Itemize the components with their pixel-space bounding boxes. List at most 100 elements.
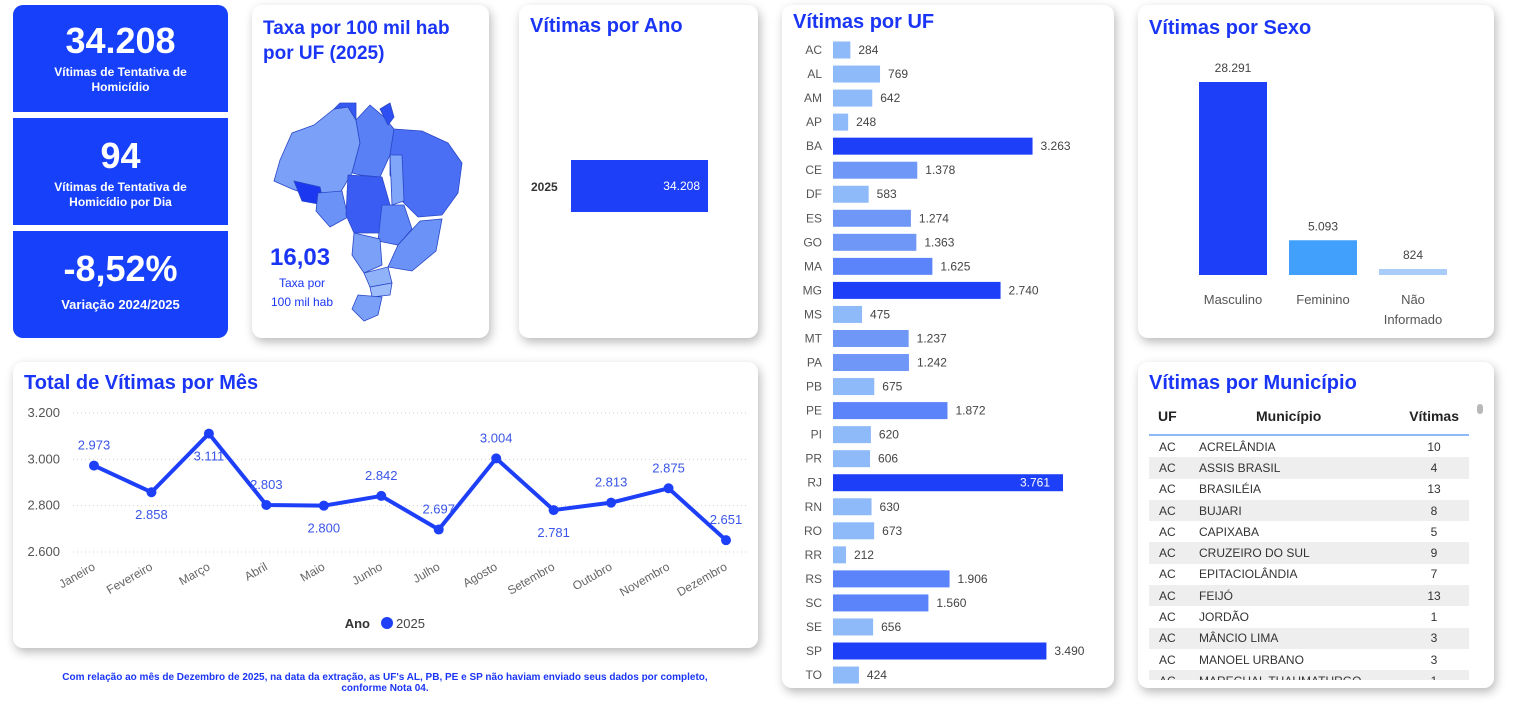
- uf-bar: [833, 474, 1063, 492]
- uf-data-label: 656: [881, 620, 901, 634]
- map-card: Taxa por 100 mil hab por UF (2025) 16,03…: [252, 5, 489, 338]
- mun-cell-v: 13: [1427, 482, 1441, 497]
- table-row[interactable]: AC MANOEL URBANO 3: [1149, 649, 1469, 670]
- uf-tick-label: PE: [806, 404, 822, 418]
- uf-data-label: 1.560: [936, 596, 966, 610]
- mun-cell-v: 10: [1427, 439, 1441, 454]
- uf-tick-label: PB: [806, 380, 822, 394]
- uf-bar: [833, 666, 859, 684]
- uf-tick-label: BA: [806, 139, 822, 153]
- uf-data-label: 630: [880, 500, 900, 514]
- mun-cell-v: 3: [1399, 627, 1469, 649]
- mun-cell-uf: AC: [1149, 670, 1189, 680]
- year-data-label: 34.208: [663, 179, 700, 193]
- mun-cell-mun: BRASILÉIA: [1199, 482, 1262, 497]
- uf-data-label: 1.906: [958, 572, 988, 586]
- mun-cell-mun: ASSIS BRASIL: [1189, 457, 1399, 479]
- mun-cell-uf: AC: [1149, 457, 1189, 479]
- sex-data-label: 824: [1403, 248, 1423, 262]
- month-data-label: 2.842: [365, 468, 398, 483]
- month-x-tick-label: Dezembro: [675, 559, 730, 599]
- kpi-victims-total: 34.208 Vítimas de Tentativa de Homicídio: [13, 5, 228, 112]
- table-row[interactable]: AC JORDÃO 1: [1149, 606, 1469, 627]
- map-region-pa: [351, 104, 395, 178]
- table-row[interactable]: AC ACRELÂNDIA 10: [1149, 436, 1469, 457]
- month-point: [433, 524, 444, 535]
- uf-data-label: 1.274: [919, 211, 949, 225]
- year-card: Vítimas por Ano 2025 34.208: [519, 5, 758, 338]
- month-x-tick-label: Outubro: [570, 559, 615, 593]
- kpi-value: 94: [100, 135, 141, 176]
- uf-data-label: 2.740: [1009, 283, 1039, 297]
- mun-cell-uf: AC: [1149, 627, 1189, 649]
- uf-data-label: 1.363: [924, 235, 954, 249]
- mun-col-vitimas[interactable]: Vítimas: [1409, 408, 1459, 424]
- uf-data-label: 642: [880, 91, 900, 105]
- month-data-label: 2.813: [595, 475, 628, 490]
- uf-data-label: 3.263: [1041, 139, 1071, 153]
- mun-table-scroll[interactable]: AC ACRELÂNDIA 10 AC ASSIS BRASIL 4 AC BRASILÉIA…: [1149, 436, 1469, 680]
- mun-scrollbar-thumb[interactable]: [1477, 404, 1483, 414]
- table-row[interactable]: AC MÂNCIO LIMA 3: [1149, 627, 1469, 649]
- month-data-label: 2.651: [710, 512, 743, 527]
- uf-bar: [833, 65, 881, 83]
- table-row[interactable]: AC BRASILÉIA 13: [1149, 479, 1469, 500]
- kpi-value: 34.208: [65, 20, 176, 61]
- uf-bar: [833, 329, 909, 347]
- mun-col-municipio[interactable]: Município: [1256, 408, 1322, 424]
- uf-tick-label: MS: [804, 307, 822, 321]
- map-rate-value: 16,03: [270, 244, 331, 271]
- brazil-map[interactable]: [252, 5, 489, 338]
- sex-card-title: Vítimas por Sexo: [1149, 17, 1312, 39]
- uf-tick-label: PI: [811, 428, 822, 442]
- mun-cell-v: 7: [1430, 567, 1438, 582]
- uf-bar: [833, 354, 909, 372]
- uf-tick-label: SC: [805, 596, 822, 610]
- mun-cell-mun: ACRELÂNDIA: [1199, 439, 1276, 454]
- uf-tick-label: CE: [805, 163, 822, 177]
- table-row[interactable]: AC EPITACIOLÂNDIA 7: [1149, 564, 1469, 585]
- mun-cell-v: 1: [1430, 610, 1438, 625]
- uf-tick-label: PA: [807, 356, 822, 370]
- mun-cell-mun: FEIJÓ: [1189, 585, 1399, 607]
- month-x-tick-label: Maio: [298, 559, 328, 584]
- table-row[interactable]: ACMARECHAL THAUMATURGO1: [1149, 670, 1469, 680]
- month-data-label: 2.800: [308, 521, 341, 536]
- uf-data-label: 769: [888, 67, 908, 81]
- mun-cell-mun: EPITACIOLÂNDIA: [1199, 567, 1298, 582]
- table-row[interactable]: AC BUJARI 8: [1149, 499, 1469, 522]
- table-row[interactable]: AC CRUZEIRO DO SUL 9: [1149, 542, 1469, 564]
- mun-col-uf[interactable]: UF: [1158, 408, 1177, 424]
- uf-data-label: 620: [879, 428, 899, 442]
- month-point: [261, 499, 272, 510]
- month-x-tick-label: Junho: [349, 559, 385, 588]
- uf-data-label: 583: [877, 187, 897, 201]
- table-row[interactable]: AC FEIJÓ 13: [1149, 585, 1469, 607]
- sex-bar: [1379, 269, 1447, 275]
- month-series-line: [93, 431, 728, 542]
- mun-cell-uf: AC: [1149, 499, 1189, 522]
- uf-bar: [833, 257, 933, 275]
- map-region-sc: [369, 282, 393, 298]
- uf-bar: [833, 113, 849, 131]
- uf-tick-label: RJ: [807, 476, 822, 490]
- month-x-tick-label: Fevereiro: [104, 559, 155, 597]
- sex-chart: 28.291 Masculino 5.093 Feminino 824 Não Inform…: [1199, 61, 1447, 327]
- uf-tick-label: AC: [805, 43, 822, 57]
- mun-cell-uf: AC: [1159, 524, 1176, 539]
- month-legend-title: Ano: [345, 616, 370, 631]
- sex-category-label: Feminino: [1296, 292, 1349, 307]
- table-row[interactable]: AC ASSIS BRASIL 4: [1149, 457, 1469, 479]
- uf-data-label: 424: [867, 668, 887, 682]
- map-region-ms: [351, 232, 383, 274]
- sex-category-label: Não: [1401, 292, 1425, 307]
- uf-data-label: 475: [870, 307, 890, 321]
- uf-card-title: Vítimas por UF: [793, 11, 935, 33]
- sex-category-label: Masculino: [1204, 292, 1263, 307]
- mun-cell-v: 3: [1430, 652, 1438, 667]
- sex-card: Vítimas por Sexo 28.291 Masculino 5.093 Fem…: [1138, 5, 1494, 338]
- table-row[interactable]: AC CAPIXABA 5: [1149, 521, 1469, 542]
- mun-cell-v: 5: [1430, 524, 1438, 539]
- month-x-tick-label: Julho: [410, 559, 442, 586]
- uf-tick-label: ES: [806, 211, 822, 225]
